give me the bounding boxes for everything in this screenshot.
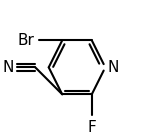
Text: N: N xyxy=(107,60,119,75)
Text: N: N xyxy=(2,60,14,75)
Text: F: F xyxy=(87,120,96,135)
Text: Br: Br xyxy=(17,33,34,48)
